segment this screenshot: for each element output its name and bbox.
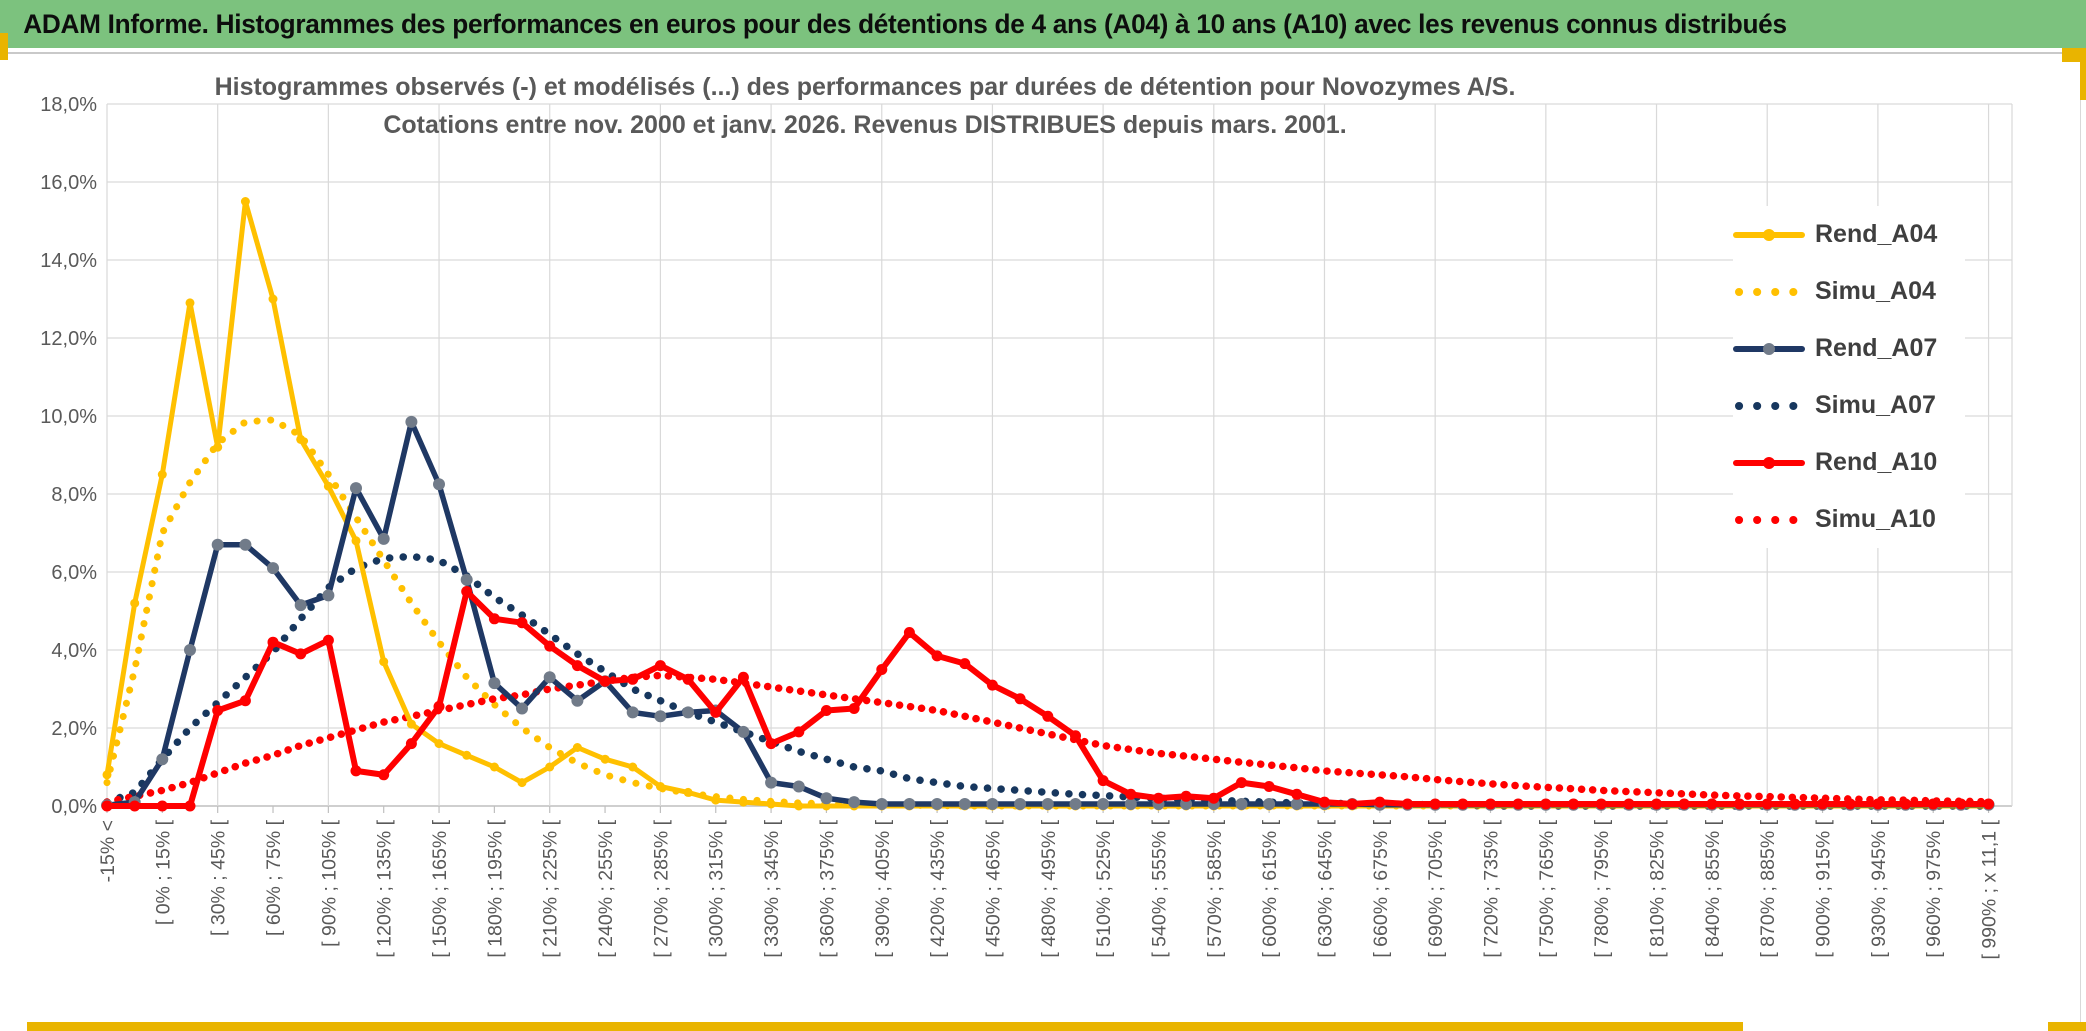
x-axis-label: [ 150% ; 165% [: [429, 819, 451, 957]
series-line-Simu_A10: [103, 671, 1993, 806]
x-axis-label: [ 600% ; 615% [: [1259, 819, 1281, 957]
chart-card-top-border: [0, 52, 2062, 54]
legend-sample-Simu_A07-dotted-line: [1735, 401, 1805, 410]
x-axis-label: [ 900% ; 915% [: [1813, 819, 1835, 957]
gold-accent-bottom: [27, 1022, 1743, 1031]
x-axis-label: [ 930% ; 945% [: [1868, 819, 1890, 957]
y-axis-label: 12,0%: [40, 328, 97, 350]
x-axis-label: [ 690% ; 705% [: [1425, 819, 1447, 957]
legend-sample-Simu_A10-dotted-line: [1735, 515, 1805, 524]
legend-sample-Rend_A10-solid-line: [1733, 456, 1805, 469]
chart-legend: Rend_A04 Simu_A04 Rend_A07 Simu_A07 Rend_A10…: [1733, 206, 1965, 548]
y-axis-label: 2,0%: [51, 718, 97, 740]
legend-item-Simu_A10: Simu_A10: [1733, 491, 1965, 548]
legend-sample-Simu_A04-dotted-line: [1735, 287, 1805, 296]
x-axis-label: [ 120% ; 135% [: [374, 819, 396, 957]
y-axis-label: 6,0%: [51, 562, 97, 584]
series-line-Rend_A07: [104, 419, 1992, 808]
x-axis-label: [ 840% ; 855% [: [1702, 819, 1724, 957]
chart-card-right-border: [2080, 100, 2081, 1022]
chart-subtitle: Cotations entre nov. 2000 et janv. 2026.…: [383, 111, 1346, 139]
y-axis-label: 10,0%: [40, 406, 97, 428]
legend-label: Simu_A10: [1815, 505, 1936, 533]
x-axis-label: [ 750% ; 765% [: [1536, 819, 1558, 957]
x-axis-label: [ 480% ; 495% [: [1038, 819, 1060, 957]
x-axis-label: [ 540% ; 555% [: [1148, 819, 1170, 957]
report-title: ADAM Informe. Histogrammes des performan…: [23, 8, 1787, 39]
series-markers-Rend_A07: [101, 415, 1995, 812]
x-axis-label: [ 780% ; 795% [: [1591, 819, 1613, 957]
x-axis-label: [ 300% ; 315% [: [706, 819, 728, 957]
x-axis-label: [ 330% ; 345% [: [761, 819, 783, 957]
legend-item-Rend_A07: Rend_A07: [1733, 320, 1965, 377]
series-line-Rend_A10: [104, 588, 1992, 809]
x-axis-label: [ 270% ; 285% [: [650, 819, 672, 957]
x-axis-label: [ 90% ; 105% [: [318, 819, 340, 946]
y-axis-label: 4,0%: [51, 640, 97, 662]
legend-label: Rend_A04: [1815, 220, 1938, 248]
x-axis-label: [ 660% ; 675% [: [1370, 819, 1392, 957]
chart-title: Histogrammes observés (-) et modélisés (…: [215, 73, 1516, 101]
gold-accent-bottom-right: [2048, 1022, 2086, 1031]
x-axis-label: [ 360% ; 375% [: [816, 819, 838, 957]
x-axis-label: [ 570% ; 585% [: [1204, 819, 1226, 957]
y-axis-label: 16,0%: [40, 172, 97, 194]
x-axis-label: [ 450% ; 465% [: [982, 819, 1004, 957]
y-axis-label: 0,0%: [51, 796, 97, 818]
legend-item-Rend_A04: Rend_A04: [1733, 206, 1965, 263]
x-axis-label: [ 390% ; 405% [: [872, 819, 894, 957]
legend-label: Rend_A10: [1815, 448, 1938, 476]
x-axis-label: [ 810% ; 825% [: [1647, 819, 1669, 957]
legend-item-Rend_A10: Rend_A10: [1733, 434, 1965, 491]
x-axis-label: [ 630% ; 645% [: [1314, 819, 1336, 957]
gold-accent-top-right: [2062, 48, 2086, 62]
series-markers-Rend_A10: [101, 586, 1995, 812]
x-axis-label: [ 510% ; 525% [: [1093, 819, 1115, 957]
y-axis-label: 18,0%: [40, 94, 97, 116]
y-axis-label: 14,0%: [40, 250, 97, 272]
legend-item-Simu_A07: Simu_A07: [1733, 377, 1965, 434]
series-line-Simu_A04: [103, 416, 1993, 810]
y-axis-label: 8,0%: [51, 484, 97, 506]
x-axis-label: [ 240% ; 255% [: [595, 819, 617, 957]
report-title-bar: ADAM Informe. Histogrammes des performan…: [0, 0, 2086, 48]
legend-label: Rend_A07: [1815, 334, 1938, 362]
legend-label: Simu_A04: [1815, 277, 1936, 305]
legend-label: Simu_A07: [1815, 391, 1936, 419]
legend-item-Simu_A04: Simu_A04: [1733, 263, 1965, 320]
x-axis-label: [ 30% ; 45% [: [208, 819, 230, 936]
legend-sample-Rend_A04-solid-line: [1733, 228, 1805, 241]
x-axis-label: [ 990% ; x 11,1 [: [1979, 819, 2001, 959]
x-axis-label: [ 960% ; 975% [: [1923, 819, 1945, 957]
x-axis-label: [ 420% ; 435% [: [927, 819, 949, 957]
x-axis-label: [ 180% ; 195% [: [484, 819, 506, 957]
gold-accent-right: [2080, 62, 2086, 100]
x-axis-label: [ 60% ; 75% [: [263, 819, 285, 936]
x-axis-label: [ 870% ; 885% [: [1757, 819, 1779, 957]
gold-accent-left: [0, 33, 8, 60]
legend-sample-Rend_A07-solid-line: [1733, 342, 1805, 355]
x-axis-label: -15% <: [97, 820, 119, 882]
x-axis-label: [ 210% ; 225% [: [540, 819, 562, 957]
x-axis-label: [ 0% ; 15% [: [152, 819, 174, 925]
x-axis-label: [ 720% ; 735% [: [1481, 819, 1503, 957]
